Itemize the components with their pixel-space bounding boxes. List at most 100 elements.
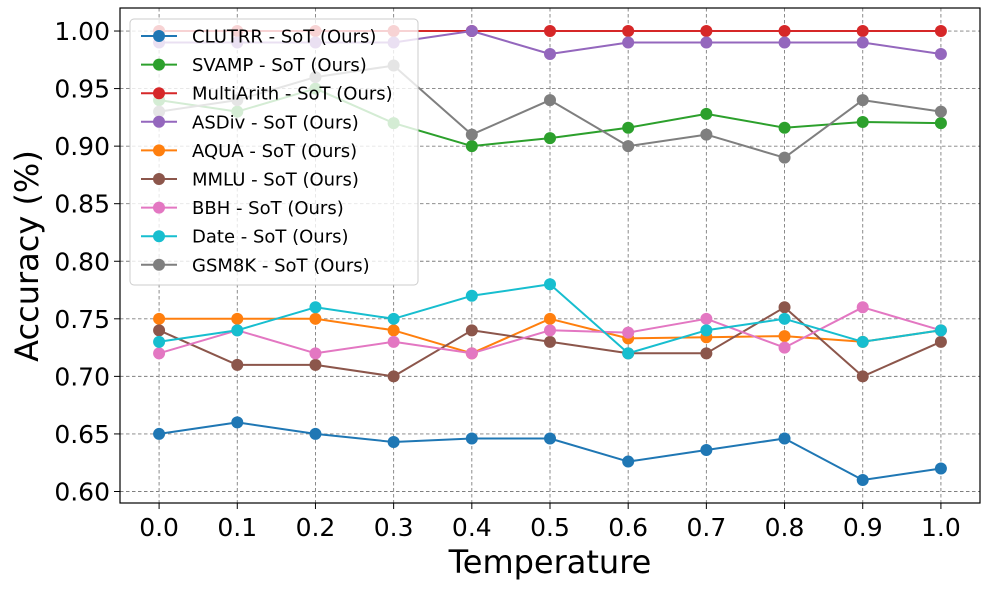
data-point xyxy=(622,121,635,134)
data-point xyxy=(309,347,322,360)
legend-label: SVAMP - SoT (Ours) xyxy=(192,55,367,76)
data-point xyxy=(465,324,478,337)
legend-item: MultiArith - SoT (Ours) xyxy=(141,84,393,105)
y-tick-label: 0.75 xyxy=(54,305,110,334)
data-point xyxy=(231,324,244,337)
data-point xyxy=(700,312,713,325)
data-point xyxy=(153,312,166,325)
series-clutrr xyxy=(153,416,947,486)
data-point xyxy=(778,25,791,38)
data-point xyxy=(700,128,713,141)
data-point xyxy=(934,117,947,130)
legend-marker xyxy=(153,115,165,128)
x-tick-label: 0.7 xyxy=(686,513,726,542)
legend-marker xyxy=(153,30,165,42)
data-point xyxy=(856,94,869,107)
legend-item: SVAMP - SoT (Ours) xyxy=(141,55,367,76)
data-point xyxy=(778,341,791,354)
legend: CLUTRR - SoT (Ours) SVAMP - SoT (Ours) Mul… xyxy=(129,18,419,286)
data-point xyxy=(778,330,791,343)
y-axis-title: Accuracy (%) xyxy=(8,150,46,362)
data-point xyxy=(465,140,478,153)
y-tick-label: 0.90 xyxy=(54,132,110,161)
data-point xyxy=(700,324,713,337)
data-point xyxy=(856,301,869,314)
data-point xyxy=(856,36,869,49)
data-point xyxy=(544,278,556,291)
legend-marker xyxy=(153,258,165,271)
data-point xyxy=(934,324,947,337)
data-point xyxy=(934,105,947,118)
y-tick-label: 0.65 xyxy=(54,420,110,449)
legend-item: Date - SoT (Ours) xyxy=(141,227,349,248)
data-point xyxy=(544,48,556,61)
legend-marker xyxy=(153,58,165,71)
data-point xyxy=(856,473,869,486)
y-tick-label: 0.80 xyxy=(54,247,110,276)
data-point xyxy=(387,370,400,383)
legend-item: BBH - SoT (Ours) xyxy=(141,198,344,219)
data-point xyxy=(465,25,478,38)
y-tick-label: 0.85 xyxy=(54,190,110,219)
data-point xyxy=(622,36,635,49)
data-point xyxy=(465,347,478,360)
data-point xyxy=(231,358,244,371)
data-point xyxy=(778,312,791,325)
legend-marker xyxy=(153,87,165,100)
legend-marker xyxy=(153,230,165,243)
legend-marker xyxy=(153,201,165,214)
data-point xyxy=(778,36,791,49)
axis-ticks: 0.0 0.1 0.2 0.3 0.4 0.5 0.6 0.7 0.8 0.9 1.0 0.60 0.6… xyxy=(54,17,960,542)
x-tick-label: 0.0 xyxy=(139,513,179,542)
data-point xyxy=(544,132,556,145)
data-point xyxy=(309,427,322,440)
legend-label: Date - SoT (Ours) xyxy=(192,227,349,248)
data-point xyxy=(778,432,791,445)
x-tick-label: 0.3 xyxy=(374,513,414,542)
x-tick-label: 0.6 xyxy=(608,513,648,542)
legend-item: ASDiv - SoT (Ours) xyxy=(141,112,359,133)
data-point xyxy=(465,432,478,445)
x-tick-label: 0.1 xyxy=(217,513,257,542)
data-point xyxy=(153,427,166,440)
legend-label: ASDiv - SoT (Ours) xyxy=(192,112,359,133)
x-tick-label: 0.4 xyxy=(452,513,492,542)
data-point xyxy=(934,335,947,348)
data-point xyxy=(387,435,400,448)
x-tick-label: 0.9 xyxy=(843,513,883,542)
data-point xyxy=(387,312,400,325)
data-point xyxy=(544,432,556,445)
data-point xyxy=(544,312,556,325)
y-tick-label: 0.95 xyxy=(54,75,110,104)
data-point xyxy=(387,324,400,337)
data-point xyxy=(622,140,635,153)
data-point xyxy=(309,301,322,314)
y-tick-label: 1.00 xyxy=(54,17,110,46)
x-tick-label: 1.0 xyxy=(921,513,961,542)
legend-label: BBH - SoT (Ours) xyxy=(192,198,344,219)
data-point xyxy=(544,25,556,38)
data-point xyxy=(622,326,635,339)
data-point xyxy=(778,301,791,314)
data-point xyxy=(309,358,322,371)
data-point xyxy=(465,289,478,302)
legend-label: MultiArith - SoT (Ours) xyxy=(192,84,393,105)
data-point xyxy=(622,455,635,468)
x-tick-label: 0.8 xyxy=(765,513,805,542)
data-point xyxy=(934,25,947,38)
data-point xyxy=(778,151,791,164)
data-point xyxy=(153,324,166,337)
legend-marker xyxy=(153,144,165,157)
data-point xyxy=(465,128,478,141)
data-point xyxy=(387,335,400,348)
data-point xyxy=(231,312,244,325)
data-point xyxy=(544,94,556,107)
data-point xyxy=(153,347,166,360)
y-tick-label: 0.70 xyxy=(54,362,110,391)
data-point xyxy=(622,25,635,38)
legend-box xyxy=(129,18,419,286)
legend-label: CLUTRR - SoT (Ours) xyxy=(192,27,376,48)
legend-item: MMLU - SoT (Ours) xyxy=(141,170,359,191)
x-tick-label: 0.5 xyxy=(530,513,570,542)
data-point xyxy=(934,462,947,475)
